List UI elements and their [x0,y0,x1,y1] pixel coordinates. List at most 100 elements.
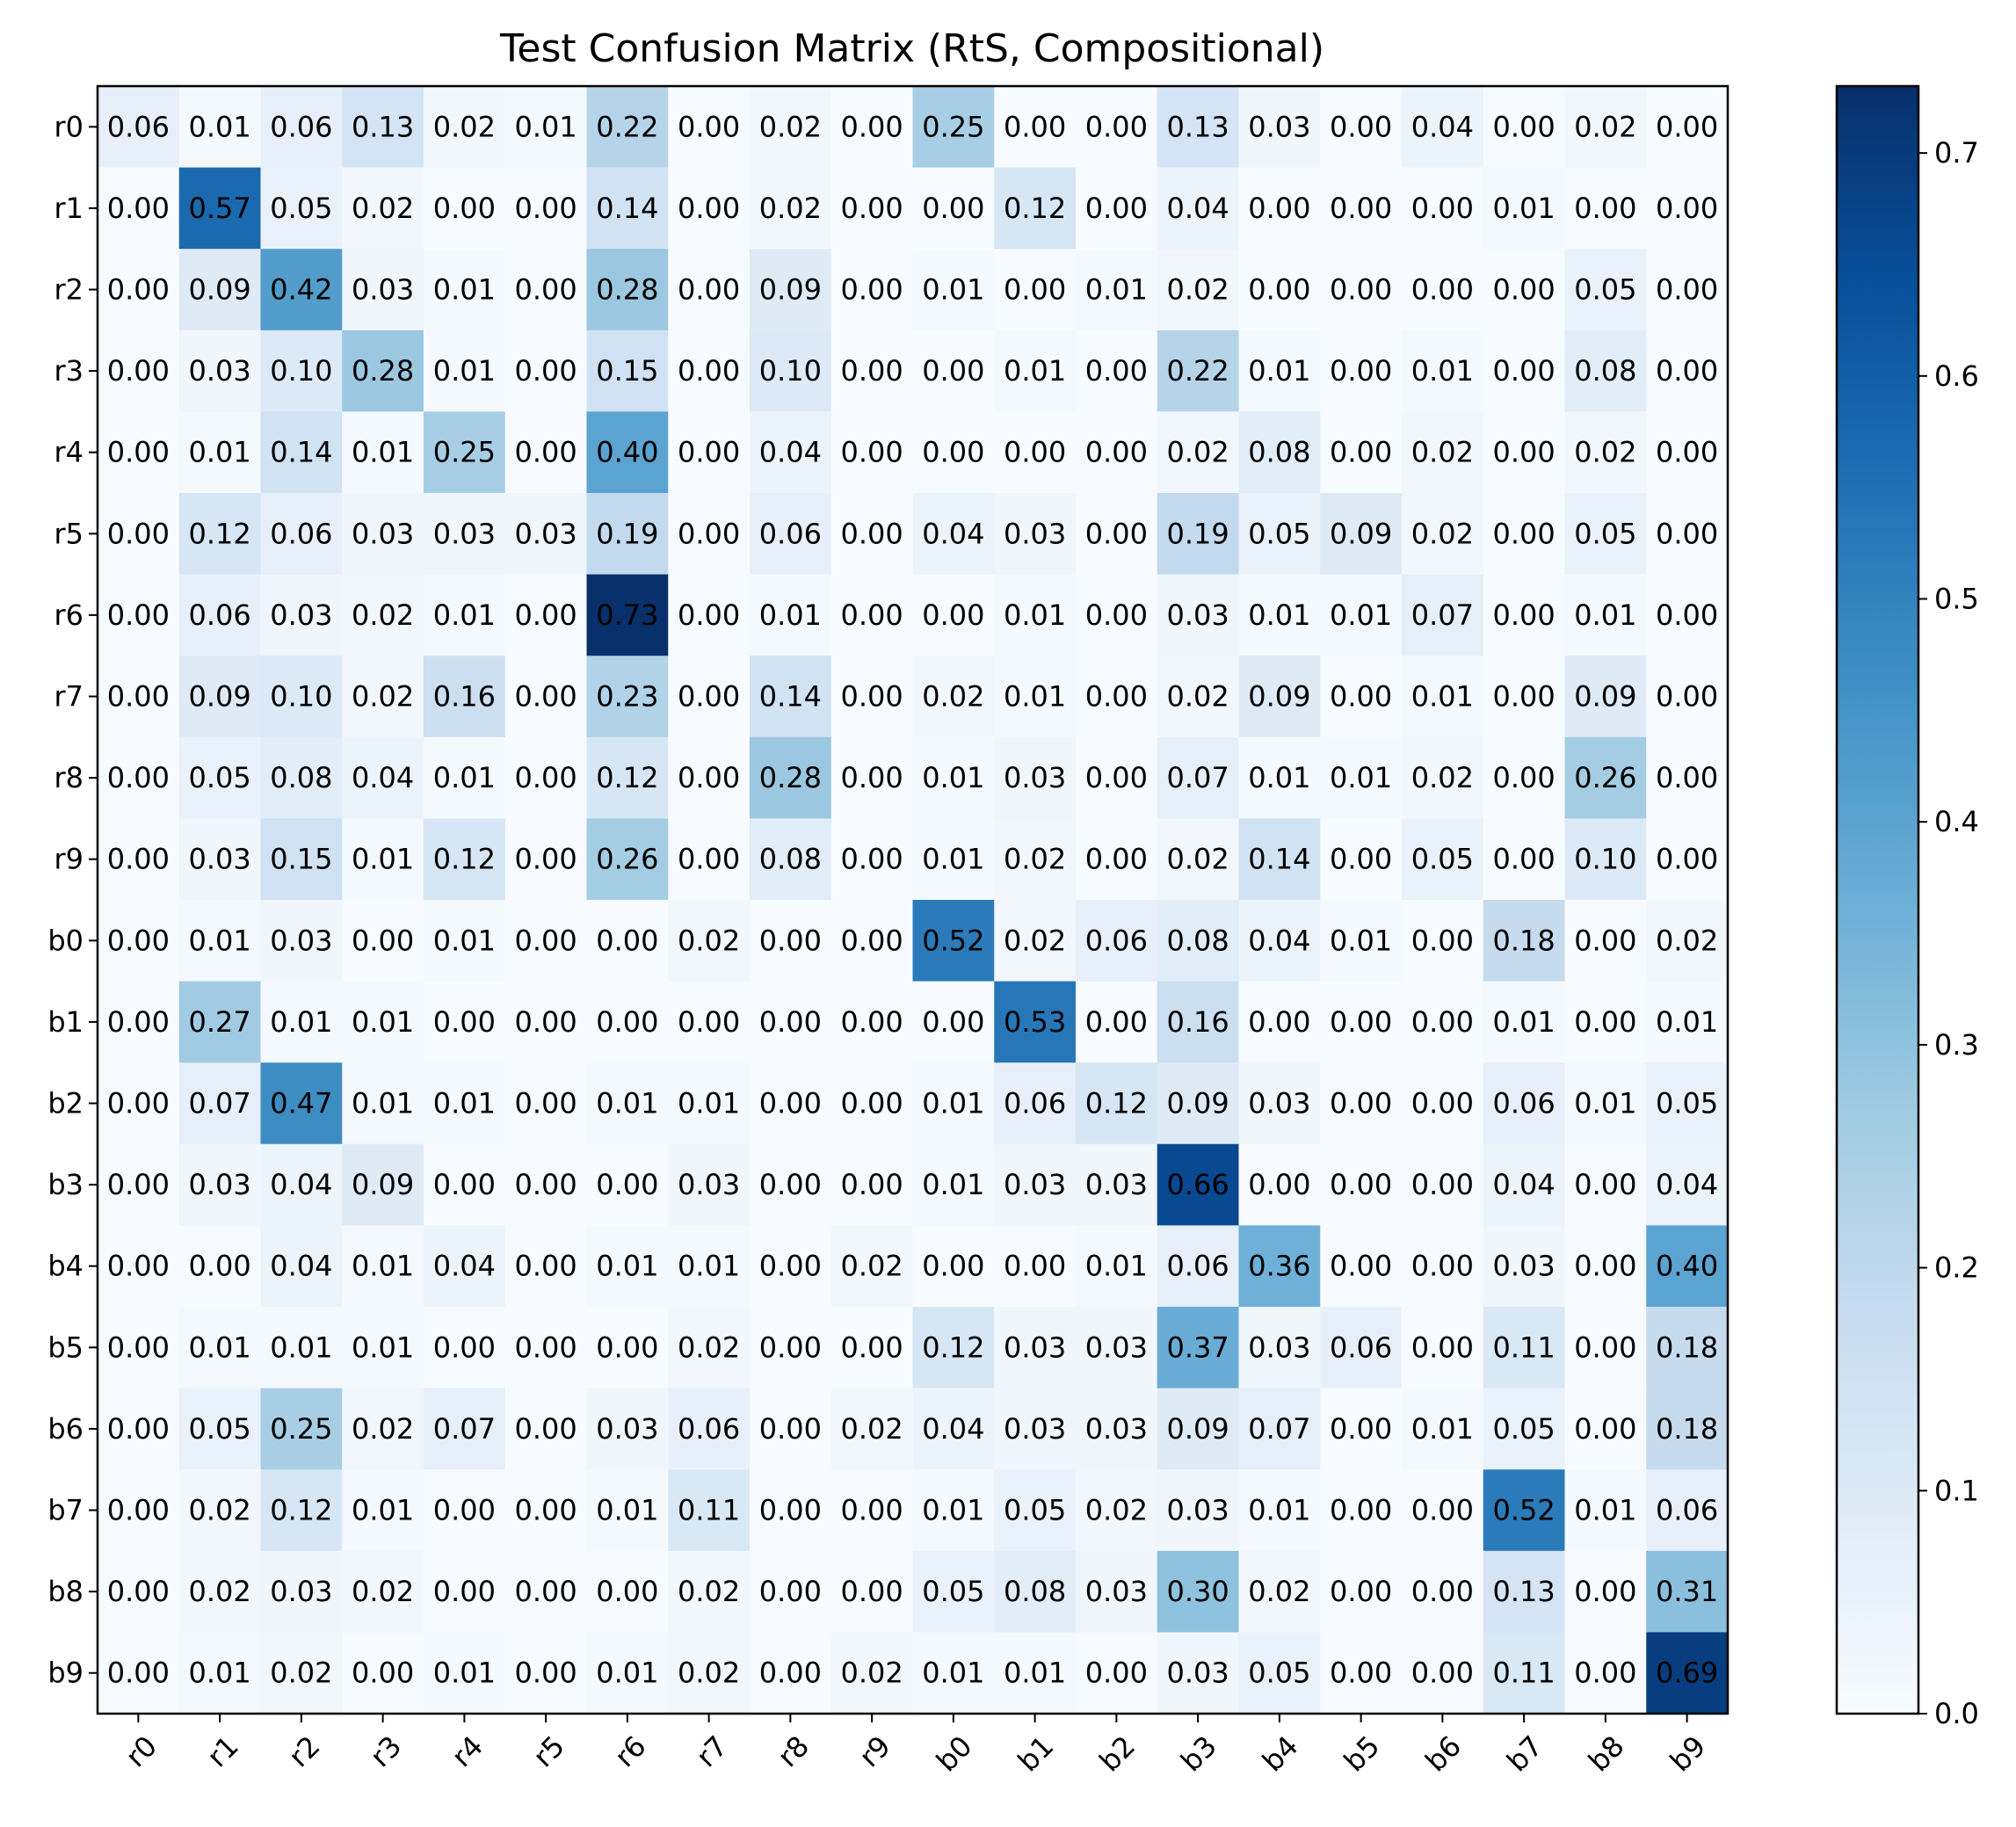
heatmap-cell [1157,1632,1240,1715]
cell-value-label: 0.02 [1004,843,1066,876]
cell-value-label: 0.09 [1167,1412,1229,1446]
heatmap-cell [1320,574,1403,656]
cell-value-label: 0.04 [433,1250,496,1283]
cell-value-label: 0.01 [922,761,984,794]
heatmap-cell [1320,656,1403,738]
heatmap-cell [1320,736,1403,819]
cell-value-label: 0.01 [1004,680,1066,714]
x-tick-label: b2 [1092,1729,1142,1779]
heatmap-cell [342,656,424,738]
heatmap-cell [994,1550,1077,1633]
heatmap-cell [1076,656,1158,738]
colorbar-tick-label: 0.4 [1934,805,1979,838]
cell-value-label: 0.08 [1167,924,1229,957]
heatmap-cell [178,167,262,250]
heatmap-cell [1320,1225,1403,1308]
heatmap-cell [504,818,588,901]
heatmap-cell [178,818,262,901]
cell-value-label: 0.14 [759,680,822,714]
heatmap-cell [1157,86,1240,169]
cell-value-label: 0.00 [922,354,984,388]
cell-value-label: 0.22 [596,110,658,143]
cell-value-label: 0.14 [1248,843,1310,876]
heatmap-cell [1320,818,1403,901]
cell-value-label: 0.01 [433,1657,496,1690]
heatmap-cell [1076,167,1158,250]
cell-value-label: 0.01 [596,1087,658,1120]
heatmap-cell [98,574,180,656]
y-tick-label: r2 [54,273,83,307]
heatmap-cell [1320,1307,1403,1389]
cell-value-label: 0.01 [1574,1087,1636,1120]
heatmap-cell [1646,1550,1729,1633]
heatmap-cell [994,249,1077,331]
heatmap-cell [1402,656,1484,738]
cell-value-label: 0.00 [515,1168,577,1201]
heatmap-cell [1483,574,1566,656]
cell-value-label: 0.12 [433,843,496,876]
heatmap-cell [668,411,751,494]
cell-value-label: 0.05 [1574,517,1636,550]
heatmap-cell [1646,493,1729,576]
cell-value-label: 0.00 [107,1575,170,1608]
heatmap-cell [342,167,424,250]
heatmap-cell [1238,86,1321,169]
cell-value-label: 0.00 [922,192,984,225]
heatmap-cell [994,574,1077,656]
cell-value-label: 0.05 [1248,1657,1310,1690]
heatmap-cell [750,86,832,169]
cell-value-label: 0.03 [433,517,496,550]
heatmap-cell [1564,1225,1647,1308]
heatmap-cell [1238,981,1321,1063]
heatmap-cell [668,167,751,250]
heatmap-cell [260,1550,343,1633]
heatmap-cell [178,900,262,982]
heatmap-cell [586,1143,669,1226]
heatmap-cell [1483,1550,1566,1633]
cell-value-label: 0.01 [678,1250,740,1283]
cell-value-label: 0.06 [189,598,251,632]
cell-value-label: 0.13 [1493,1575,1556,1608]
heatmap-cell [994,736,1077,819]
y-axis-ticks: r0 r1 r2 r3 r4 r5 r6 r7 r8 r9 b0 b1 b2 b3 b4 b5 b6 b7 b8 b9 [47,110,98,1690]
cell-value-label: 0.00 [1085,354,1148,388]
cell-value-label: 0.06 [1656,1494,1718,1527]
cell-value-label: 0.01 [352,436,414,469]
cell-value-label: 0.06 [1167,1250,1229,1283]
heatmap-cell [178,1062,262,1145]
heatmap-cell [668,1062,751,1145]
heatmap-cell [504,411,588,494]
heatmap-cell [504,1632,588,1715]
heatmap-cell [912,900,995,982]
heatmap-cell [1564,1469,1647,1552]
heatmap-cell [342,574,424,656]
y-tick-label: b1 [47,1005,83,1039]
cell-value-label: 0.00 [1085,761,1148,794]
colorbar-tick-label: 0.5 [1934,583,1979,616]
cell-value-label: 0.00 [678,192,740,225]
heatmap-cell [912,574,995,656]
heatmap-cell [668,493,751,576]
heatmap-cell [1646,1143,1729,1226]
y-tick-label: r7 [54,680,83,714]
heatmap-cell [994,167,1077,250]
heatmap-cell [1238,493,1321,576]
heatmap-cell [1320,167,1403,250]
cell-value-label: 0.00 [1085,436,1148,469]
cell-value-label: 0.00 [841,1575,903,1608]
heatmap-cell [586,411,669,494]
cell-value-label: 0.00 [1656,598,1718,632]
heatmap-cell [1483,86,1566,169]
heatmap-cell [750,411,832,494]
heatmap-cell [1157,167,1240,250]
cell-value-label: 0.02 [678,1575,740,1608]
cell-value-label: 0.00 [1656,436,1718,469]
cell-value-label: 0.00 [596,1330,658,1364]
heatmap-cell [504,167,588,250]
x-axis-ticks: r0 r1 r2 r3 r4 r5 r6 r7 r8 r9 b0 b1 b2 b3 b4 b5 b6 b7 b8 b9 [119,1714,1712,1778]
heatmap-cell [1402,1388,1484,1470]
heatmap-cell [586,736,669,819]
heatmap-cell [750,493,832,576]
cell-value-label: 0.02 [1411,517,1474,550]
cell-value-label: 0.00 [515,1250,577,1283]
